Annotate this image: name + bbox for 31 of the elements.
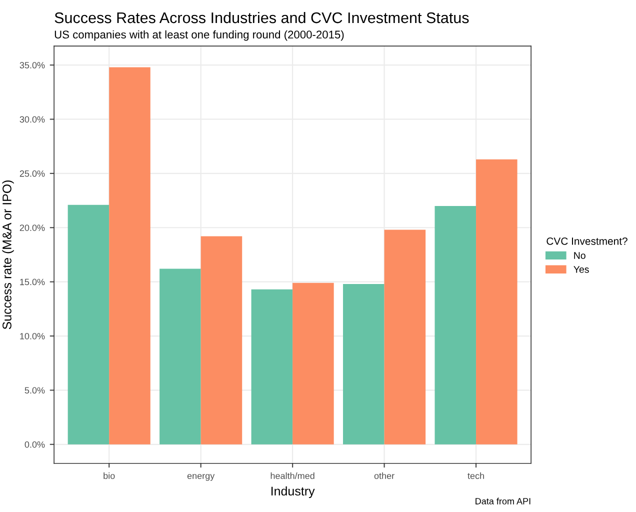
legend-label: No [574, 252, 586, 259]
chart-title: Success Rates Across Industries and CVC Investment Status [54, 12, 469, 24]
x-axis-title: Industry [271, 486, 315, 498]
y-tick-label: 25.0% [20, 170, 45, 177]
bar [434, 206, 476, 444]
bar [109, 67, 150, 444]
y-tick-label: 20.0% [20, 224, 45, 231]
bar [68, 204, 110, 444]
legend-label: Yes [574, 266, 589, 273]
x-tick-label: bio [104, 472, 115, 480]
x-tick-label: tech [468, 472, 484, 480]
y-tick-label: 10.0% [20, 332, 45, 340]
y-tick-label: 35.0% [20, 62, 45, 68]
y-tick-label: 5.0% [24, 387, 45, 394]
chart-subtitle: US companies with at least one funding round (2000-2015) [54, 30, 344, 41]
x-tick-label: energy [187, 474, 215, 481]
y-tick-label: 15.0% [20, 278, 45, 286]
bar [384, 230, 426, 444]
bar [476, 159, 518, 444]
x-tick-label: other [374, 472, 394, 480]
bar [200, 236, 242, 444]
bar [343, 284, 384, 444]
y-axis-title: Success rate (M&A or IPO) [2, 180, 14, 330]
bar [251, 289, 293, 444]
legend-title: CVC Investment? [546, 237, 628, 245]
y-tick-label: 0.0% [24, 441, 45, 448]
x-tick-label: health/med [270, 472, 314, 480]
y-tick-label: 30.0% [20, 116, 45, 123]
bar [292, 282, 334, 444]
bar [160, 268, 201, 444]
text: Data from API [476, 498, 530, 504]
